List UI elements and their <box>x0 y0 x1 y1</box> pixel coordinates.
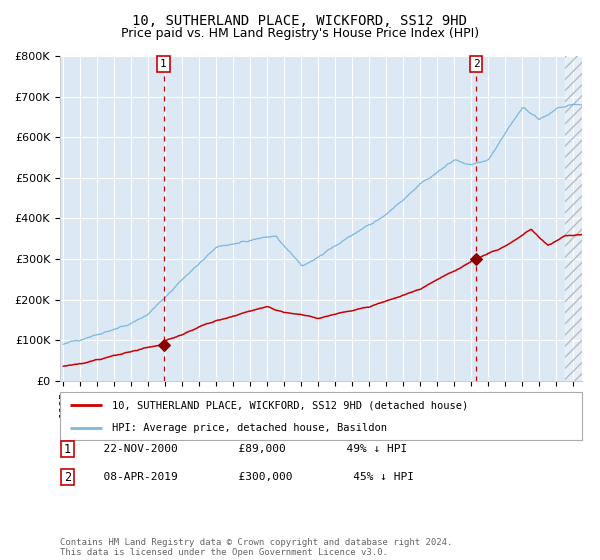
Point <box>159 340 169 349</box>
Text: 2: 2 <box>64 470 71 484</box>
Text: HPI: Average price, detached house, Basildon: HPI: Average price, detached house, Basi… <box>112 423 387 433</box>
Text: 1: 1 <box>160 59 167 69</box>
Bar <box>565 56 582 381</box>
Bar <box>565 56 582 381</box>
Text: 1: 1 <box>64 442 71 456</box>
Text: 08-APR-2019         £300,000         45% ↓ HPI: 08-APR-2019 £300,000 45% ↓ HPI <box>90 472 414 482</box>
Point <box>471 254 481 264</box>
Text: 10, SUTHERLAND PLACE, WICKFORD, SS12 9HD (detached house): 10, SUTHERLAND PLACE, WICKFORD, SS12 9HD… <box>112 400 469 410</box>
Text: 2: 2 <box>473 59 479 69</box>
Text: Price paid vs. HM Land Registry's House Price Index (HPI): Price paid vs. HM Land Registry's House … <box>121 27 479 40</box>
Text: 10, SUTHERLAND PLACE, WICKFORD, SS12 9HD: 10, SUTHERLAND PLACE, WICKFORD, SS12 9HD <box>133 14 467 28</box>
Text: Contains HM Land Registry data © Crown copyright and database right 2024.
This d: Contains HM Land Registry data © Crown c… <box>60 538 452 557</box>
Text: 22-NOV-2000         £89,000         49% ↓ HPI: 22-NOV-2000 £89,000 49% ↓ HPI <box>90 444 407 454</box>
